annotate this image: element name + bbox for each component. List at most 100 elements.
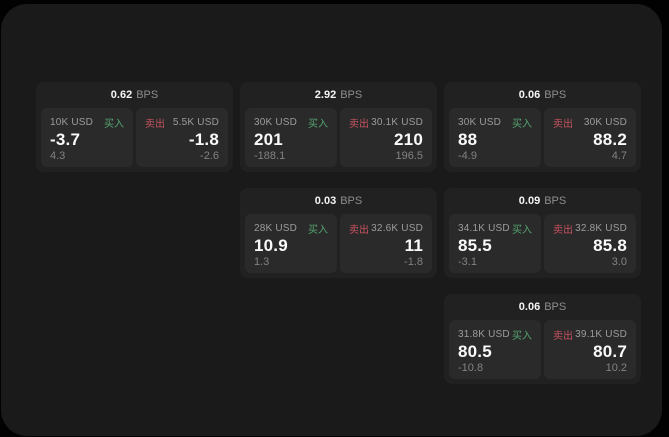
sell-quote-panel[interactable]: 卖出 30.1K USD 210 196.5 bbox=[340, 108, 432, 167]
card-body: 31.8K USD 买入 80.5 -10.8 卖出 39.1K USD 80.… bbox=[444, 320, 641, 384]
quote-card-grid: 0.62 BPS 10K USD 买入 -3.7 4.3 卖出 5.5K USD bbox=[36, 82, 641, 384]
card-body: 30K USD 买入 88 -4.9 卖出 30K USD 88.2 4.7 bbox=[444, 108, 641, 172]
sell-sub-value: 196.5 bbox=[395, 150, 423, 162]
sell-price: -1.8 bbox=[188, 130, 219, 149]
bps-unit-label: BPS bbox=[136, 89, 159, 101]
buy-price: 80.5 bbox=[458, 342, 492, 361]
buy-sub-value: -10.8 bbox=[458, 362, 484, 374]
quote-card-1: 0.62 BPS 10K USD 买入 -3.7 4.3 卖出 5.5K USD bbox=[36, 82, 233, 172]
buy-sub-value: 1.3 bbox=[254, 256, 270, 268]
card-body: 34.1K USD 买入 85.5 -3.1 卖出 32.8K USD 85.8… bbox=[444, 214, 641, 278]
card-body: 30K USD 买入 201 -188.1 卖出 30.1K USD 210 1… bbox=[240, 108, 437, 172]
sell-quote-panel[interactable]: 卖出 32.6K USD 11 -1.8 bbox=[340, 214, 432, 273]
buy-sub-value: -188.1 bbox=[254, 150, 286, 162]
buy-price: 88 bbox=[458, 130, 478, 149]
buy-panel-top: 30K USD 买入 bbox=[254, 115, 328, 130]
sell-quote-panel[interactable]: 卖出 30K USD 88.2 4.7 bbox=[544, 108, 636, 167]
buy-amount: 30K USD bbox=[254, 117, 298, 128]
sell-amount: 32.6K USD bbox=[371, 223, 423, 234]
bps-unit-label: BPS bbox=[544, 89, 567, 101]
buy-panel-top: 30K USD 买入 bbox=[458, 115, 532, 130]
bps-spread-value: 0.03 bbox=[314, 195, 337, 207]
sell-panel-top: 卖出 30K USD bbox=[553, 115, 627, 130]
sell-panel-top: 卖出 39.1K USD bbox=[553, 327, 627, 342]
quote-card-3: 0.06 BPS 30K USD 买入 88 -4.9 卖出 30K USD bbox=[444, 82, 641, 172]
buy-amount: 34.1K USD bbox=[458, 223, 510, 234]
sell-side-label: 卖出 bbox=[553, 331, 573, 342]
buy-side-label: 买入 bbox=[308, 225, 328, 236]
card-header: 0.03 BPS bbox=[240, 188, 437, 214]
sell-side-label: 卖出 bbox=[349, 119, 369, 130]
quote-card-5: 0.09 BPS 34.1K USD 买入 85.5 -3.1 卖出 32.8K… bbox=[444, 188, 641, 278]
sell-panel-top: 卖出 32.6K USD bbox=[349, 221, 423, 236]
sell-sub-value: 10.2 bbox=[605, 362, 627, 374]
buy-quote-panel[interactable]: 34.1K USD 买入 85.5 -3.1 bbox=[449, 214, 541, 273]
bps-unit-label: BPS bbox=[544, 195, 567, 207]
sell-amount: 30.1K USD bbox=[371, 117, 423, 128]
sell-amount: 30K USD bbox=[583, 117, 627, 128]
buy-sub-value: 4.3 bbox=[50, 150, 66, 162]
sell-quote-panel[interactable]: 卖出 32.8K USD 85.8 3.0 bbox=[544, 214, 636, 273]
buy-price: 10.9 bbox=[254, 236, 288, 255]
bps-unit-label: BPS bbox=[544, 301, 567, 313]
quotes-panel: 0.62 BPS 10K USD 买入 -3.7 4.3 卖出 5.5K USD bbox=[1, 4, 662, 436]
buy-side-label: 买入 bbox=[512, 225, 532, 236]
buy-panel-top: 34.1K USD 买入 bbox=[458, 221, 532, 236]
sell-panel-top: 卖出 5.5K USD bbox=[145, 115, 219, 130]
card-header: 0.09 BPS bbox=[444, 188, 641, 214]
quote-card-4: 0.03 BPS 28K USD 买入 10.9 1.3 卖出 32.6K US… bbox=[240, 188, 437, 278]
card-header: 0.06 BPS bbox=[444, 294, 641, 320]
buy-price: 201 bbox=[254, 130, 283, 149]
sell-sub-value: -1.8 bbox=[404, 256, 423, 268]
buy-quote-panel[interactable]: 10K USD 买入 -3.7 4.3 bbox=[41, 108, 133, 167]
bps-unit-label: BPS bbox=[340, 195, 363, 207]
sell-price: 85.8 bbox=[593, 236, 627, 255]
sell-side-label: 卖出 bbox=[553, 119, 573, 130]
buy-sub-value: -3.1 bbox=[458, 256, 477, 268]
card-header: 2.92 BPS bbox=[240, 82, 437, 108]
sell-sub-value: 4.7 bbox=[611, 150, 627, 162]
bps-spread-value: 0.09 bbox=[518, 195, 541, 207]
sell-amount: 5.5K USD bbox=[172, 117, 219, 128]
bps-spread-value: 2.92 bbox=[314, 89, 337, 101]
buy-panel-top: 10K USD 买入 bbox=[50, 115, 124, 130]
buy-side-label: 买入 bbox=[308, 119, 328, 130]
buy-quote-panel[interactable]: 30K USD 买入 201 -188.1 bbox=[245, 108, 337, 167]
buy-amount: 10K USD bbox=[50, 117, 94, 128]
card-body: 10K USD 买入 -3.7 4.3 卖出 5.5K USD -1.8 -2.… bbox=[36, 108, 233, 172]
buy-amount: 30K USD bbox=[458, 117, 502, 128]
sell-price: 80.7 bbox=[593, 342, 627, 361]
quote-card-6: 0.06 BPS 31.8K USD 买入 80.5 -10.8 卖出 39.1… bbox=[444, 294, 641, 384]
sell-panel-top: 卖出 30.1K USD bbox=[349, 115, 423, 130]
bps-unit-label: BPS bbox=[340, 89, 363, 101]
bps-spread-value: 0.06 bbox=[518, 301, 541, 313]
buy-amount: 31.8K USD bbox=[458, 329, 510, 340]
bps-spread-value: 0.06 bbox=[518, 89, 541, 101]
sell-price: 210 bbox=[394, 130, 423, 149]
sell-price: 88.2 bbox=[593, 130, 627, 149]
buy-side-label: 买入 bbox=[512, 119, 532, 130]
buy-quote-panel[interactable]: 28K USD 买入 10.9 1.3 bbox=[245, 214, 337, 273]
sell-price: 11 bbox=[404, 236, 423, 255]
sell-sub-value: -2.6 bbox=[200, 150, 219, 162]
buy-price: 85.5 bbox=[458, 236, 492, 255]
sell-sub-value: 3.0 bbox=[611, 256, 627, 268]
sell-side-label: 卖出 bbox=[349, 225, 369, 236]
buy-amount: 28K USD bbox=[254, 223, 298, 234]
card-header: 0.06 BPS bbox=[444, 82, 641, 108]
buy-quote-panel[interactable]: 31.8K USD 买入 80.5 -10.8 bbox=[449, 320, 541, 379]
buy-side-label: 买入 bbox=[512, 331, 532, 342]
bps-spread-value: 0.62 bbox=[110, 89, 133, 101]
buy-sub-value: -4.9 bbox=[458, 150, 477, 162]
sell-quote-panel[interactable]: 卖出 5.5K USD -1.8 -2.6 bbox=[136, 108, 228, 167]
buy-side-label: 买入 bbox=[104, 119, 124, 130]
card-body: 28K USD 买入 10.9 1.3 卖出 32.6K USD 11 -1.8 bbox=[240, 214, 437, 278]
buy-panel-top: 31.8K USD 买入 bbox=[458, 327, 532, 342]
sell-amount: 39.1K USD bbox=[575, 329, 627, 340]
sell-amount: 32.8K USD bbox=[575, 223, 627, 234]
sell-quote-panel[interactable]: 卖出 39.1K USD 80.7 10.2 bbox=[544, 320, 636, 379]
buy-quote-panel[interactable]: 30K USD 买入 88 -4.9 bbox=[449, 108, 541, 167]
card-header: 0.62 BPS bbox=[36, 82, 233, 108]
sell-side-label: 卖出 bbox=[553, 225, 573, 236]
buy-panel-top: 28K USD 买入 bbox=[254, 221, 328, 236]
